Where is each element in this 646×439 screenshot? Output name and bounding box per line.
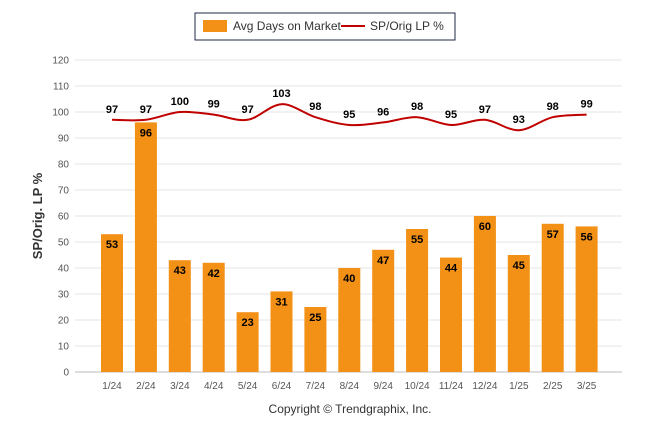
- bar-value-label: 42: [208, 268, 220, 280]
- bar: [541, 223, 564, 372]
- x-tick-label: 12/24: [472, 381, 497, 392]
- legend: Avg Days on Market SP/Orig LP %: [194, 12, 456, 41]
- y-axis-ticks: 0 10 20 30 40 50 60 70 80 90 100 110 120: [52, 56, 69, 379]
- x-tick-label: 1/24: [102, 381, 122, 392]
- line-value-label: 97: [241, 104, 253, 116]
- bar: [202, 262, 225, 372]
- x-tick-label: 2/24: [136, 381, 156, 392]
- x-tick-label: 10/24: [405, 381, 430, 392]
- bar-value-label: 60: [479, 221, 491, 233]
- bar-value-label: 40: [343, 273, 355, 285]
- x-tick-label: 8/24: [340, 381, 360, 392]
- y-tick-label: 120: [52, 56, 69, 67]
- y-tick-label: 100: [52, 108, 69, 119]
- bar-data-labels: 53 96 43 42 23 31 25 40 47 55 44 60 45 57 56: [106, 127, 593, 329]
- x-tick-label: 6/24: [272, 381, 292, 392]
- bar-value-label: 96: [140, 127, 152, 139]
- bar-value-label: 44: [445, 263, 458, 275]
- bar-value-label: 23: [241, 317, 253, 329]
- x-tick-label: 1/25: [509, 381, 529, 392]
- bar-value-label: 45: [513, 260, 525, 272]
- x-tick-label: 7/24: [306, 381, 326, 392]
- bar: [406, 229, 429, 372]
- bar: [507, 255, 530, 372]
- bar: [575, 226, 598, 372]
- copyright-footer: Copyright © Trendgraphix, Inc.: [269, 402, 432, 416]
- line-data-labels: 97 97 100 99 97 103 98 95 96 98 95 97 93 98 99: [106, 88, 593, 126]
- line-value-label: 100: [171, 96, 189, 108]
- bar: [168, 260, 191, 372]
- bar: [236, 312, 259, 372]
- bar-value-label: 53: [106, 239, 118, 251]
- bar-value-label: 56: [580, 231, 592, 243]
- line-value-label: 97: [479, 104, 491, 116]
- x-tick-label: 4/24: [204, 381, 224, 392]
- bar-series: [101, 122, 598, 373]
- y-tick-label: 30: [58, 290, 70, 301]
- line-value-label: 95: [343, 109, 355, 121]
- y-tick-label: 20: [58, 316, 70, 327]
- y-tick-label: 40: [58, 264, 70, 275]
- y-tick-label: 70: [58, 186, 70, 197]
- line-value-label: 93: [513, 114, 525, 126]
- bar: [304, 307, 327, 372]
- y-tick-label: 60: [58, 212, 70, 223]
- x-tick-label: 11/24: [439, 381, 464, 392]
- legend-bar-label: Avg Days on Market: [233, 19, 341, 33]
- x-tick-label: 3/24: [170, 381, 190, 392]
- line-value-label: 99: [208, 99, 220, 111]
- legend-line-label: SP/Orig LP %: [370, 19, 444, 33]
- bar: [473, 216, 496, 372]
- y-tick-label: 10: [58, 342, 70, 353]
- bar: [372, 249, 395, 372]
- line-value-label: 98: [411, 101, 423, 113]
- line-value-label: 103: [272, 88, 290, 100]
- line-value-label: 99: [580, 99, 592, 111]
- line-value-label: 98: [309, 101, 321, 113]
- y-tick-label: 90: [58, 134, 70, 145]
- line-value-label: 98: [547, 101, 559, 113]
- legend-box: [194, 12, 456, 41]
- bar-value-label: 31: [275, 296, 287, 308]
- y-tick-label: 50: [58, 238, 70, 249]
- y-tick-label: 0: [63, 368, 69, 379]
- line-value-label: 97: [106, 104, 118, 116]
- bar-value-label: 57: [547, 229, 559, 241]
- bar-value-label: 25: [309, 312, 321, 324]
- x-tick-label: 3/25: [577, 381, 597, 392]
- x-tick-label: 2/25: [543, 381, 563, 392]
- bar: [134, 122, 157, 373]
- y-tick-label: 110: [53, 82, 69, 93]
- line-value-label: 95: [445, 109, 457, 121]
- bar: [101, 234, 123, 372]
- bar-value-label: 47: [377, 255, 389, 267]
- bar-value-label: 55: [411, 234, 423, 246]
- y-tick-label: 80: [58, 160, 70, 171]
- bar-value-label: 43: [174, 265, 186, 277]
- line-series: [111, 103, 587, 132]
- line-value-label: 97: [140, 104, 152, 116]
- x-tick-label: 5/24: [238, 381, 258, 392]
- x-axis-ticks: 1/24 2/24 3/24 4/24 5/24 6/24 7/24 8/24 9/24 10/2…: [102, 381, 597, 392]
- bar: [270, 291, 293, 372]
- bar: [338, 268, 361, 372]
- legend-bar-swatch: [203, 20, 227, 32]
- bar: [440, 257, 462, 372]
- y-axis-label: SP/Orig. LP %: [30, 172, 45, 259]
- line-path: [111, 103, 587, 132]
- line-value-label: 96: [377, 106, 389, 118]
- x-tick-label: 9/24: [373, 381, 393, 392]
